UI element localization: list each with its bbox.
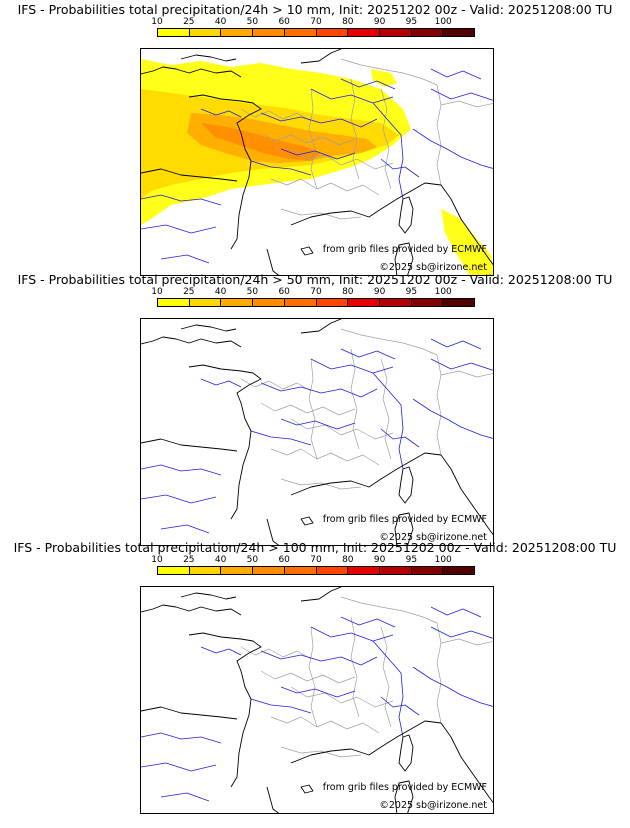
colorbar-tick-label: 90 xyxy=(373,17,386,27)
copyright-credit: ©2025 sb@irizone.net xyxy=(379,800,487,811)
probability-map: from grib files provided by ECMWF ©2025 … xyxy=(140,48,494,276)
colorbar-tick-label: 90 xyxy=(373,555,386,565)
coastlines xyxy=(141,49,493,275)
colorbar-tick-label: 10 xyxy=(151,17,163,27)
colorbar-segment xyxy=(316,29,349,36)
panel-100mm: IFS - Probabilities total precipitation/… xyxy=(0,538,630,814)
colorbar-segment xyxy=(284,29,317,36)
colorbar-segment xyxy=(158,299,190,306)
colorbar-segment xyxy=(411,567,444,574)
colorbar-segment xyxy=(158,567,190,574)
colorbar-segment xyxy=(189,567,222,574)
colorbar-tick-label: 100 xyxy=(434,287,452,297)
colorbar-tick-label: 40 xyxy=(214,555,227,565)
coastlines xyxy=(141,587,493,813)
map-graphic xyxy=(141,587,493,813)
copyright-credit: ©2025 sb@irizone.net xyxy=(379,262,487,273)
colorbar-tick-label: 10 xyxy=(151,555,163,565)
colorbar-segment xyxy=(316,299,349,306)
colorbar-tick-label: 80 xyxy=(342,17,354,27)
precip-probability-shading xyxy=(141,59,493,275)
rivers xyxy=(141,606,493,802)
data-source-credit: from grib files provided by ECMWF xyxy=(322,514,487,525)
colorbar-tick-label: 80 xyxy=(342,287,354,297)
colorbar-tick-label: 40 xyxy=(214,17,227,27)
colorbar-tick-label: 100 xyxy=(434,17,452,27)
colorbar-segment xyxy=(253,299,285,306)
map-graphic xyxy=(141,49,493,275)
colorbar-tick-label: 90 xyxy=(373,287,386,297)
colorbar-tick-label: 70 xyxy=(310,555,322,565)
colorbar-segment xyxy=(158,29,190,36)
colorbar-segment xyxy=(253,29,285,36)
coastlines xyxy=(141,319,493,545)
colorbar-tick-label: 80 xyxy=(342,555,354,565)
panel-50mm: IFS - Probabilities total precipitation/… xyxy=(0,270,630,546)
colorbar-tick-label: 60 xyxy=(278,287,290,297)
colorbar-tick-label: 100 xyxy=(434,555,452,565)
colorbar-segment xyxy=(443,29,475,36)
colorbar-segment xyxy=(316,567,349,574)
colorbar-segment xyxy=(221,299,254,306)
country-borders xyxy=(240,58,493,220)
colorbar-tick-label: 40 xyxy=(214,287,227,297)
colorbar-tick-label: 50 xyxy=(246,17,259,27)
probability-map: from grib files provided by ECMWF ©2025 … xyxy=(140,586,494,814)
copyright-credit: ©2025 sb@irizone.net xyxy=(379,532,487,543)
colorbar-segment xyxy=(189,29,222,36)
colorbar-segment xyxy=(443,567,475,574)
country-borders xyxy=(240,328,493,490)
colorbar xyxy=(157,298,475,307)
colorbar-tick-label: 70 xyxy=(310,287,322,297)
colorbar-tick-label: 50 xyxy=(246,555,259,565)
rivers xyxy=(141,68,493,264)
panel-title: IFS - Probabilities total precipitation/… xyxy=(17,272,613,287)
colorbar-segment xyxy=(189,299,222,306)
colorbar-tick-label: 25 xyxy=(183,17,195,27)
colorbar-segment xyxy=(284,299,317,306)
colorbar-segment xyxy=(411,299,444,306)
colorbar-segment xyxy=(443,299,475,306)
colorbar-tick-label: 95 xyxy=(405,555,418,565)
colorbar xyxy=(157,566,475,575)
colorbar-segment xyxy=(379,567,412,574)
colorbar-tick-label: 95 xyxy=(405,17,418,27)
colorbar-tick-label: 70 xyxy=(310,17,322,27)
panel-title: IFS - Probabilities total precipitation/… xyxy=(17,2,613,17)
colorbar-tick-label: 95 xyxy=(405,287,418,297)
rivers xyxy=(141,338,493,534)
data-source-credit: from grib files provided by ECMWF xyxy=(322,244,487,255)
colorbar xyxy=(157,28,475,37)
colorbar-tick-label: 10 xyxy=(151,287,163,297)
colorbar-tick-label: 50 xyxy=(246,287,259,297)
colorbar-segment xyxy=(379,29,412,36)
country-borders xyxy=(240,596,493,758)
colorbar-segment xyxy=(411,29,444,36)
probability-map: from grib files provided by ECMWF ©2025 … xyxy=(140,318,494,546)
panel-10mm: IFS - Probabilities total precipitation/… xyxy=(0,0,630,276)
colorbar-segment xyxy=(348,299,380,306)
colorbar-segment xyxy=(221,29,254,36)
colorbar-ticks: 10 25 40 50 60 70 80 90 95 100 xyxy=(151,287,475,298)
colorbar-ticks: 10 25 40 50 60 70 80 90 95 100 xyxy=(151,17,475,28)
colorbar-ticks: 10 25 40 50 60 70 80 90 95 100 xyxy=(151,555,475,566)
colorbar-segment xyxy=(379,299,412,306)
colorbar-segment xyxy=(348,567,380,574)
colorbar-segment xyxy=(221,567,254,574)
colorbar-tick-label: 60 xyxy=(278,555,290,565)
colorbar-segment xyxy=(348,29,380,36)
colorbar-tick-label: 25 xyxy=(183,287,195,297)
panel-title: IFS - Probabilities total precipitation/… xyxy=(13,540,617,555)
colorbar-segment xyxy=(253,567,285,574)
map-graphic xyxy=(141,319,493,545)
colorbar-segment xyxy=(284,567,317,574)
colorbar-tick-label: 60 xyxy=(278,17,290,27)
colorbar-tick-label: 25 xyxy=(183,555,195,565)
data-source-credit: from grib files provided by ECMWF xyxy=(322,782,487,793)
